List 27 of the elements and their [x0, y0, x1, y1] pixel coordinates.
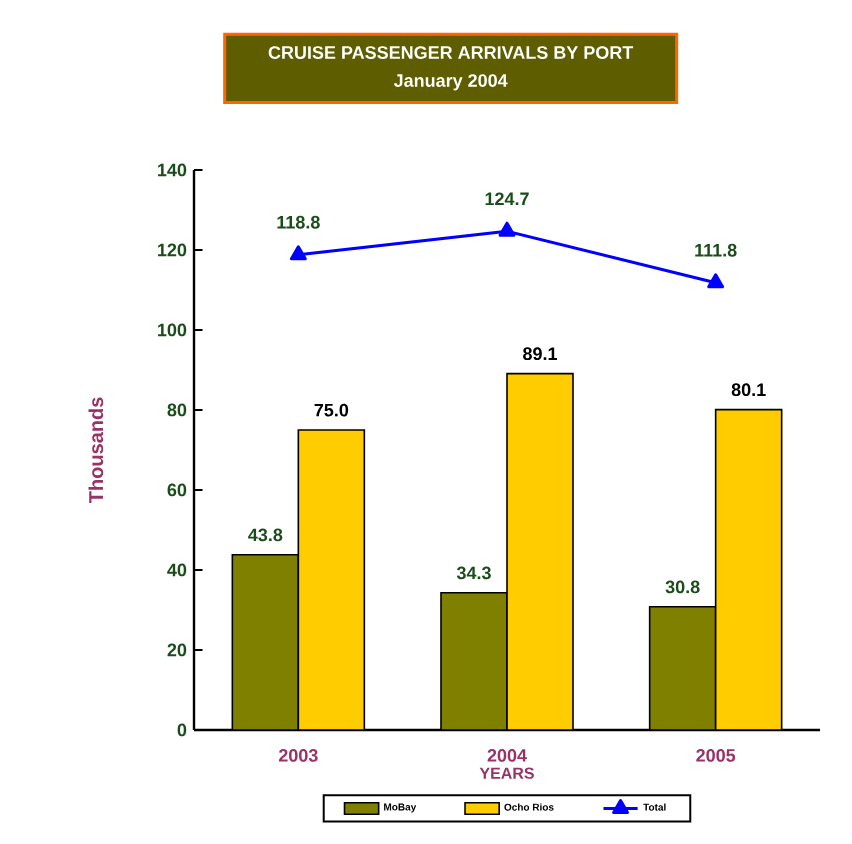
y-tick-label: 100	[158, 323, 187, 337]
y-tick-label: 80	[167, 403, 187, 417]
point	[707, 273, 725, 289]
x-axis-title: YEARS	[479, 767, 534, 779]
data-label: 30.8	[665, 580, 700, 594]
y-tick-label: 60	[167, 483, 187, 497]
chart-title: CRUISE PASSENGER ARRIVALS BY PORT	[268, 46, 634, 59]
data-label: 75.0	[314, 403, 349, 417]
y-tick-label: 120	[158, 243, 187, 257]
x-tick-label: 2004	[487, 749, 527, 762]
x-tick-label: 2005	[696, 749, 736, 762]
y-tick-label: 140	[158, 163, 187, 177]
y-tick-label: 0	[177, 723, 187, 737]
data-label: 43.8	[248, 528, 283, 542]
data-label: 111.8	[695, 243, 737, 257]
y-tick-label: 40	[167, 563, 187, 577]
data-label: 118.8	[277, 215, 320, 229]
y-tick-label: 20	[167, 643, 187, 657]
y-axis-title: Thousands	[88, 397, 104, 504]
data-label: 89.1	[523, 347, 557, 361]
point	[289, 245, 307, 261]
chart-subtitle: January 2004	[393, 74, 508, 91]
data-label: 80.1	[731, 383, 766, 397]
point	[498, 221, 516, 237]
data-label: 124.7	[485, 192, 529, 206]
data-label: 34.3	[456, 566, 491, 580]
x-tick-label: 2003	[278, 749, 318, 762]
